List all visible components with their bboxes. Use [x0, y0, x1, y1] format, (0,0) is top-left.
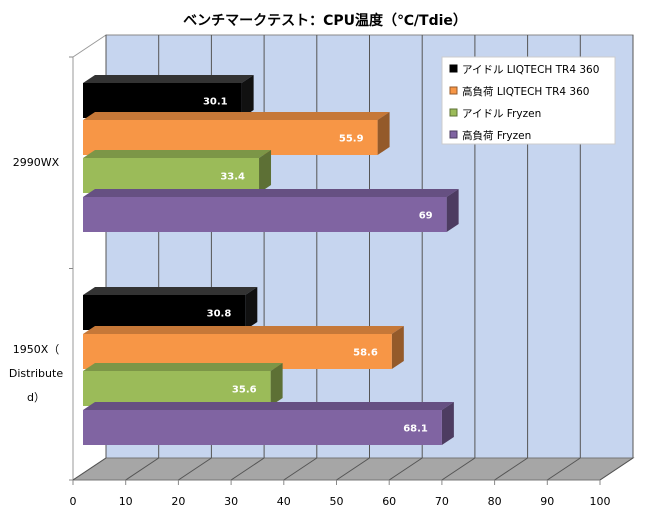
category-label: 1950X（ [13, 343, 60, 356]
data-label: 69 [419, 211, 433, 222]
x-tick-label: 70 [435, 495, 449, 508]
legend-swatch [449, 64, 458, 73]
bar-top [83, 402, 454, 410]
bar [83, 120, 378, 155]
x-tick-label: 60 [382, 495, 396, 508]
floor-gridline [283, 457, 318, 481]
legend-label: 高負荷 Fryzen [462, 129, 531, 142]
floor-gridline [178, 457, 212, 481]
data-label: 30.1 [203, 97, 228, 108]
legend-label: アイドル Fryzen [462, 108, 541, 120]
floor-gridline [494, 457, 528, 481]
floor-gridline [441, 457, 476, 481]
bar-top [83, 75, 254, 83]
legend-swatch [449, 108, 458, 117]
bar-top [83, 326, 404, 334]
floor-gridline [72, 457, 107, 481]
x-tick-label: 100 [590, 495, 611, 508]
x-tick-label: 0 [70, 495, 77, 508]
legend-swatch [449, 130, 458, 139]
floor-gridline [125, 457, 159, 481]
x-tick-label: 50 [330, 495, 344, 508]
x-tick-label: 20 [171, 495, 185, 508]
bar-top [83, 287, 258, 295]
data-label: 55.9 [339, 134, 364, 145]
bar-side [270, 363, 283, 406]
data-label: 58.6 [353, 348, 378, 359]
category-label: 2990WX [13, 156, 60, 169]
data-label: 35.6 [232, 385, 257, 396]
bar-side [391, 326, 404, 369]
bar-top [83, 112, 390, 120]
bar-top [83, 150, 272, 158]
bar-side [259, 150, 272, 193]
category-label: Distribute [9, 367, 63, 380]
legend-label: アイドル LIQTECH TR4 360 [462, 64, 599, 76]
floor-gridline [599, 457, 634, 481]
bar [83, 371, 271, 406]
x-tick-label: 30 [224, 495, 238, 508]
legend-swatch [449, 86, 458, 95]
floor-gridline [230, 457, 265, 481]
legend [441, 56, 616, 145]
bar [83, 295, 246, 330]
category-label: d） [27, 391, 45, 404]
bar [83, 197, 447, 232]
bar-side [446, 189, 459, 232]
floor-gridline [388, 457, 423, 481]
bar-top [83, 189, 459, 197]
bar [83, 410, 442, 445]
chart-title: ベンチマークテスト：CPU温度（℃/Tdie） [183, 12, 467, 29]
legend-label: 高負荷 LIQTECH TR4 360 [462, 85, 589, 98]
x-tick-label: 90 [540, 495, 554, 508]
x-tick-label: 10 [119, 495, 133, 508]
bar-side [241, 75, 254, 118]
floor-gridline [336, 457, 370, 481]
data-label: 33.4 [220, 172, 245, 183]
bar-top [83, 363, 283, 371]
data-label: 68.1 [403, 424, 428, 435]
bar [83, 158, 260, 193]
bar-side [245, 287, 258, 330]
floor-gridline [547, 457, 581, 481]
x-tick-label: 80 [488, 495, 502, 508]
x-tick-label: 40 [277, 495, 291, 508]
bar-side [377, 112, 390, 155]
bar-side [441, 402, 454, 445]
data-label: 30.8 [207, 309, 232, 320]
